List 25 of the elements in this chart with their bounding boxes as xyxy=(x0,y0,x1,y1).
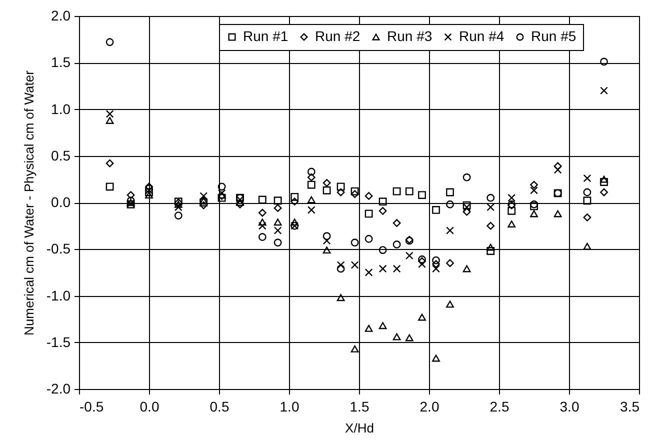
y-tick-label: -2.0 xyxy=(46,380,71,396)
x-tick-label: -0.5 xyxy=(80,398,104,414)
y-tick-label: -0.5 xyxy=(46,240,71,257)
x-tick-label: 1.5 xyxy=(350,398,370,414)
x-tick-label: 2.0 xyxy=(420,398,440,414)
legend-label: Run #1 xyxy=(243,28,288,44)
y-tick-label: -1.5 xyxy=(46,334,71,350)
y-tick-label: 0.0 xyxy=(51,194,71,210)
y-axis-title: Numerical cm of Water - Physical cm of Water xyxy=(21,70,36,336)
legend-label: Run #2 xyxy=(315,28,360,44)
y-tick-label: 1.5 xyxy=(51,54,71,70)
x-tick-label: 1.0 xyxy=(280,398,300,414)
x-tick-label: 0.0 xyxy=(140,398,160,414)
x-tick-label: 3.5 xyxy=(620,398,640,414)
y-tick-label: 2.0 xyxy=(51,8,71,24)
y-tick-label: 0.5 xyxy=(51,147,71,164)
y-tick-label: 1.0 xyxy=(51,100,71,117)
x-tick-label: 2.5 xyxy=(490,398,510,414)
x-tick-label: 0.5 xyxy=(210,398,230,414)
legend-label: Run #5 xyxy=(531,28,576,44)
legend-label: Run #3 xyxy=(387,28,432,44)
x-axis-title: X/Hd xyxy=(345,420,374,436)
legend-label: Run #4 xyxy=(459,28,504,44)
x-tick-label: 3.0 xyxy=(560,398,580,414)
y-tick-label: -1.0 xyxy=(46,287,71,304)
